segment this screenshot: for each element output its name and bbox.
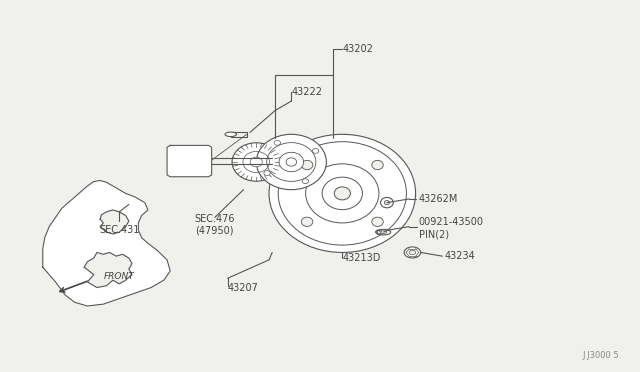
Ellipse shape bbox=[301, 160, 313, 170]
Text: 00921-43500
PIN(2): 00921-43500 PIN(2) bbox=[419, 217, 484, 240]
Ellipse shape bbox=[409, 250, 415, 255]
Ellipse shape bbox=[279, 152, 303, 172]
Text: 43222: 43222 bbox=[291, 87, 323, 97]
Ellipse shape bbox=[404, 247, 420, 258]
Text: 43213D: 43213D bbox=[342, 253, 381, 263]
Ellipse shape bbox=[225, 132, 237, 137]
Ellipse shape bbox=[274, 140, 280, 145]
Polygon shape bbox=[43, 180, 170, 306]
Ellipse shape bbox=[381, 231, 387, 234]
Ellipse shape bbox=[301, 217, 313, 227]
Ellipse shape bbox=[302, 179, 308, 184]
Ellipse shape bbox=[312, 148, 319, 153]
Text: J J3000 5: J J3000 5 bbox=[583, 350, 620, 359]
Text: 43202: 43202 bbox=[342, 44, 373, 54]
Ellipse shape bbox=[256, 134, 326, 190]
Ellipse shape bbox=[250, 157, 262, 167]
Text: SEC.476
(47950): SEC.476 (47950) bbox=[195, 214, 235, 236]
Text: FRONT: FRONT bbox=[103, 272, 134, 281]
Ellipse shape bbox=[322, 177, 362, 210]
Ellipse shape bbox=[232, 143, 280, 181]
Ellipse shape bbox=[372, 217, 383, 227]
Ellipse shape bbox=[385, 201, 390, 205]
Text: SEC.431: SEC.431 bbox=[99, 225, 140, 235]
Polygon shape bbox=[100, 210, 129, 234]
Ellipse shape bbox=[381, 198, 394, 208]
Ellipse shape bbox=[269, 134, 415, 253]
Ellipse shape bbox=[372, 160, 383, 170]
Text: 43207: 43207 bbox=[228, 283, 259, 292]
Ellipse shape bbox=[286, 158, 296, 166]
Polygon shape bbox=[84, 253, 132, 288]
Ellipse shape bbox=[264, 171, 270, 176]
Ellipse shape bbox=[377, 230, 391, 235]
Polygon shape bbox=[167, 145, 212, 177]
Text: 43234: 43234 bbox=[444, 251, 475, 261]
Ellipse shape bbox=[334, 187, 350, 200]
Text: 43262M: 43262M bbox=[419, 194, 458, 204]
